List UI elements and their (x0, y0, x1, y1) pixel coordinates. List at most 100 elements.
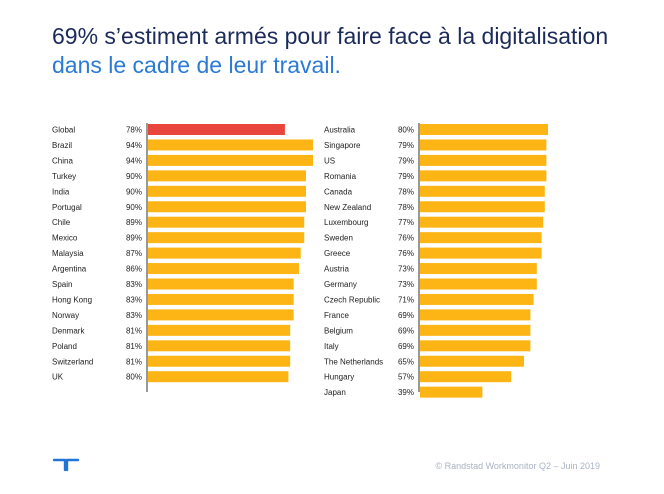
value-label-japan: 39% (398, 388, 414, 397)
category-label-brazil: Brazil (52, 141, 72, 150)
category-label-canada: Canada (324, 187, 353, 196)
value-label-germany: 73% (398, 280, 414, 289)
value-label-norway: 83% (126, 311, 142, 320)
bar-hong-kong (148, 293, 294, 305)
bar-greece (420, 247, 542, 259)
category-label-new-zealand: New Zealand (324, 203, 371, 212)
bar-sweden (420, 232, 542, 244)
value-label-argentina: 86% (126, 265, 142, 274)
bar-luxembourg (420, 216, 544, 228)
value-label-poland: 81% (126, 342, 142, 351)
value-label-global: 78% (126, 126, 142, 135)
bar-turkey (148, 170, 306, 182)
bar-japan (420, 386, 483, 398)
category-label-japan: Japan (324, 388, 346, 397)
category-label-chile: Chile (52, 218, 71, 227)
value-label-portugal: 90% (126, 203, 142, 212)
value-label-denmark: 81% (126, 326, 142, 335)
randstad-logo-icon (52, 458, 80, 472)
category-label-italy: Italy (324, 342, 339, 351)
bar-uk (148, 371, 289, 383)
value-label-chile: 89% (126, 218, 142, 227)
bar-italy (420, 340, 531, 352)
bar-malaysia (148, 247, 301, 259)
bar-australia (420, 124, 548, 135)
category-label-hungary: Hungary (324, 373, 354, 382)
value-label-hungary: 57% (398, 373, 414, 382)
value-label-italy: 69% (398, 342, 414, 351)
bar-austria (420, 263, 537, 275)
bar-global (148, 124, 285, 135)
category-label-malaysia: Malaysia (52, 249, 84, 258)
category-label-turkey: Turkey (52, 172, 76, 181)
bar-new-zealand (420, 201, 545, 213)
title-line-1: 69% s’estiment armés pour faire face à l… (52, 23, 609, 49)
value-label-new-zealand: 78% (398, 203, 414, 212)
bar-hungary (420, 371, 512, 383)
bar-singapore (420, 139, 547, 151)
category-label-switzerland: Switzerland (52, 357, 93, 366)
category-label-portugal: Portugal (52, 203, 82, 212)
source-note: © Randstad Workmonitor Q2 – Juin 2019 (435, 461, 600, 471)
category-label-india: India (52, 187, 70, 196)
value-label-austria: 73% (398, 265, 414, 274)
bar-portugal (148, 201, 306, 213)
chart-title: 69% s’estiment armés pour faire face à l… (52, 22, 608, 80)
category-label-global: Global (52, 126, 75, 135)
bar-chile (148, 216, 305, 228)
value-label-malaysia: 87% (126, 249, 142, 258)
category-label-spain: Spain (52, 280, 72, 289)
bar-romania (420, 170, 547, 182)
bar-us (420, 154, 547, 166)
category-label-norway: Norway (52, 311, 79, 320)
category-label-czech-republic: Czech Republic (324, 295, 380, 304)
value-label-uk: 80% (126, 373, 142, 382)
bar-denmark (148, 324, 291, 336)
value-label-switzerland: 81% (126, 357, 142, 366)
category-label-the-netherlands: The Netherlands (324, 357, 383, 366)
value-label-sweden: 76% (398, 234, 414, 243)
bar-the-netherlands (420, 355, 524, 367)
value-label-china: 94% (126, 156, 142, 165)
bar-germany (420, 278, 537, 290)
bar-czech-republic (420, 293, 534, 305)
category-label-us: US (324, 156, 335, 165)
category-label-denmark: Denmark (52, 326, 85, 335)
value-label-the-netherlands: 65% (398, 357, 414, 366)
value-label-romania: 79% (398, 172, 414, 181)
bar-canada (420, 185, 545, 197)
bar-mexico (148, 232, 305, 244)
bar-spain (148, 278, 294, 290)
value-label-brazil: 94% (126, 141, 142, 150)
value-label-spain: 83% (126, 280, 142, 289)
value-label-canada: 78% (398, 187, 414, 196)
category-label-austria: Austria (324, 265, 349, 274)
bar-india (148, 185, 306, 197)
category-label-france: France (324, 311, 349, 320)
category-label-belgium: Belgium (324, 326, 353, 335)
bar-norway (148, 309, 294, 321)
category-label-uk: UK (52, 373, 64, 382)
bar-belgium (420, 324, 531, 336)
category-label-romania: Romania (324, 172, 357, 181)
value-label-mexico: 89% (126, 234, 142, 243)
value-label-greece: 76% (398, 249, 414, 258)
category-label-poland: Poland (52, 342, 77, 351)
value-label-france: 69% (398, 311, 414, 320)
value-label-singapore: 79% (398, 141, 414, 150)
category-label-germany: Germany (324, 280, 357, 289)
value-label-australia: 80% (398, 126, 414, 135)
category-label-mexico: Mexico (52, 234, 78, 243)
category-label-sweden: Sweden (324, 234, 353, 243)
category-label-china: China (52, 156, 73, 165)
bar-china (148, 154, 313, 166)
category-label-argentina: Argentina (52, 265, 87, 274)
value-label-czech-republic: 71% (398, 295, 414, 304)
value-label-luxembourg: 77% (398, 218, 414, 227)
value-label-india: 90% (126, 187, 142, 196)
value-label-belgium: 69% (398, 326, 414, 335)
bar-argentina (148, 263, 299, 275)
bar-switzerland (148, 355, 291, 367)
value-label-us: 79% (398, 156, 414, 165)
category-label-luxembourg: Luxembourg (324, 218, 368, 227)
